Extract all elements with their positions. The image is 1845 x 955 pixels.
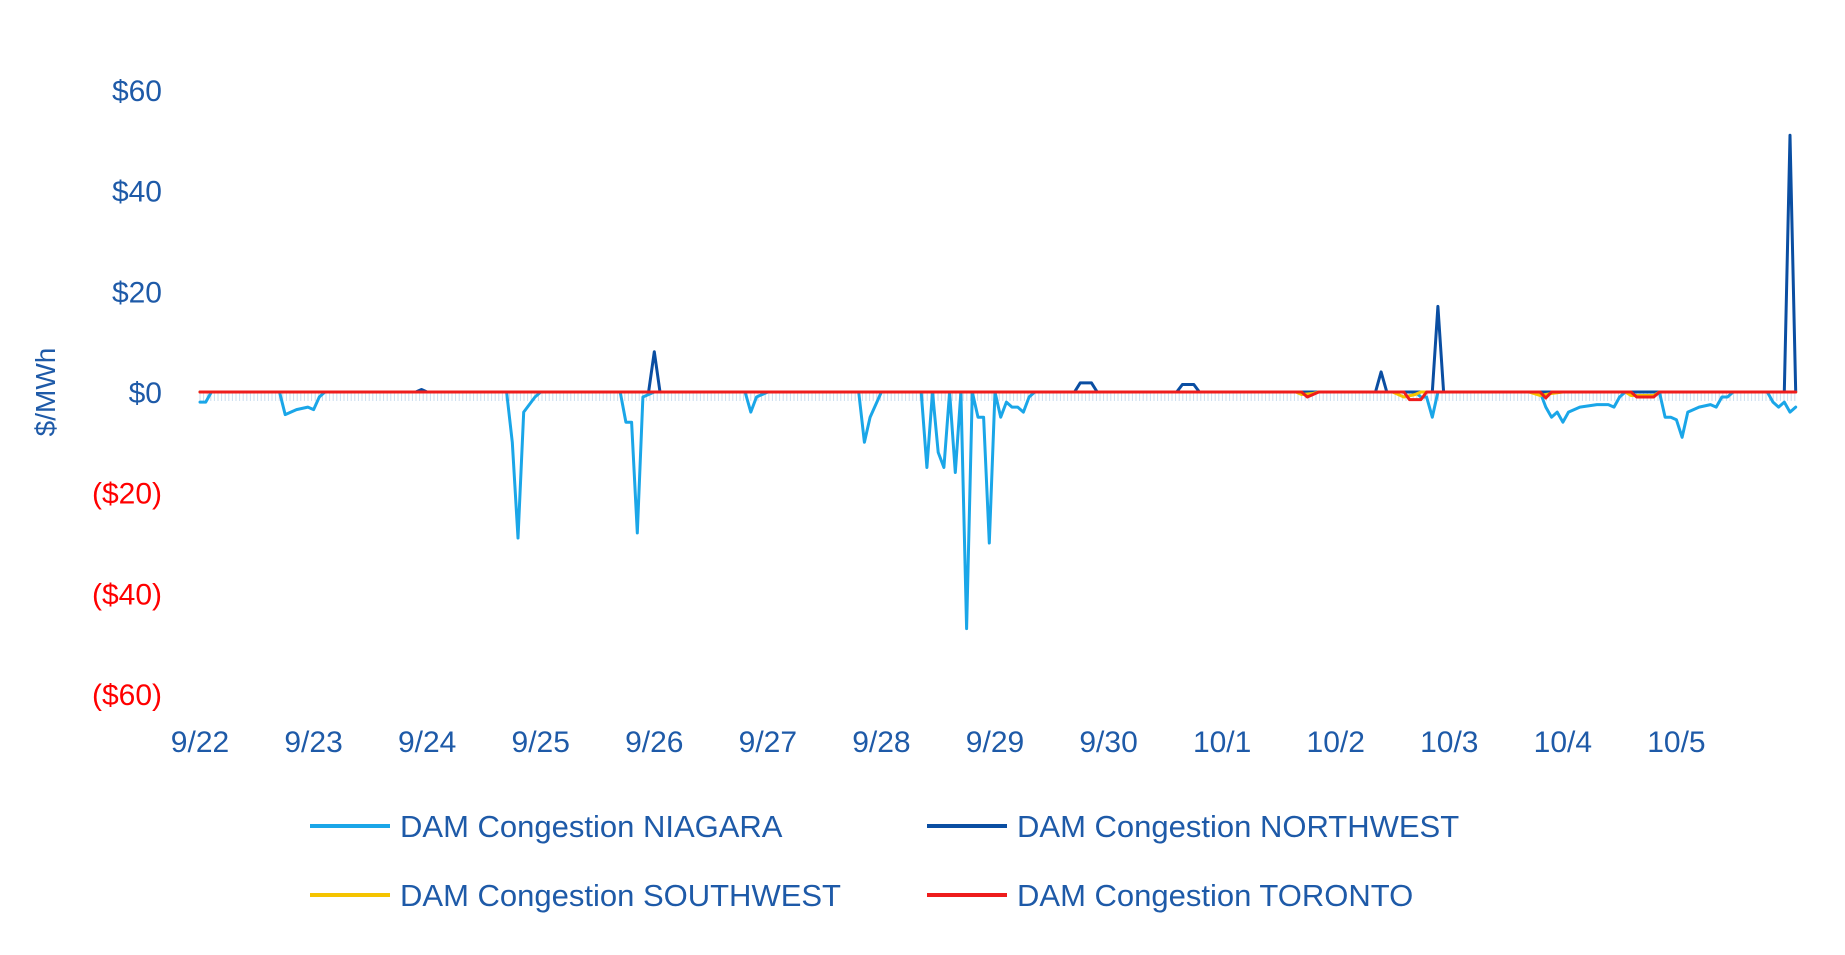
series-lines — [198, 133, 1798, 631]
y-tick-label: $40 — [112, 176, 162, 209]
x-tick-label: 9/26 — [625, 726, 683, 759]
x-tick-label: 9/22 — [171, 726, 229, 759]
legend-label: DAM Congestion NIAGARA — [400, 809, 783, 844]
x-tick-label: 9/27 — [739, 726, 797, 759]
y-tick-label: ($40) — [92, 578, 162, 611]
x-tick-label: 9/28 — [852, 726, 910, 759]
legend-label: DAM Congestion NORTHWEST — [1017, 809, 1459, 844]
x-tick-label: 10/2 — [1307, 726, 1365, 759]
y-tick-label: ($20) — [92, 478, 162, 511]
x-tick-label: 9/24 — [398, 726, 456, 759]
series-line — [198, 390, 1798, 402]
y-axis-label: $/MWh — [30, 348, 61, 437]
x-tick-label: 9/23 — [284, 726, 342, 759]
series-line — [198, 390, 1798, 631]
x-tick-label: 10/1 — [1193, 726, 1251, 759]
y-tick-label: $60 — [112, 75, 162, 108]
y-tick-label: ($60) — [92, 679, 162, 712]
y-tick-label: $20 — [112, 276, 162, 309]
x-tick-label: 9/30 — [1079, 726, 1137, 759]
x-tick-label: 10/5 — [1647, 726, 1705, 759]
legend-label: DAM Congestion SOUTHWEST — [400, 878, 841, 913]
y-tick-label: $0 — [129, 377, 162, 410]
x-tick-label: 9/29 — [966, 726, 1024, 759]
x-axis-ticks: 9/22 9/23 9/24 9/25 9/26 9/27 9/28 9/29 9/30 10/1… — [171, 726, 1706, 759]
y-axis-ticks: $60 $40 $20 $0 ($20) ($40) ($60) — [92, 75, 162, 712]
series-line — [198, 133, 1798, 394]
legend-label: DAM Congestion TORONTO — [1017, 878, 1413, 913]
x-tick-label: 9/25 — [512, 726, 570, 759]
x-tick-label: 10/4 — [1534, 726, 1592, 759]
x-tick-label: 10/3 — [1420, 726, 1478, 759]
legend: DAM Congestion NIAGARA DAM Congestion NOR… — [310, 809, 1459, 913]
